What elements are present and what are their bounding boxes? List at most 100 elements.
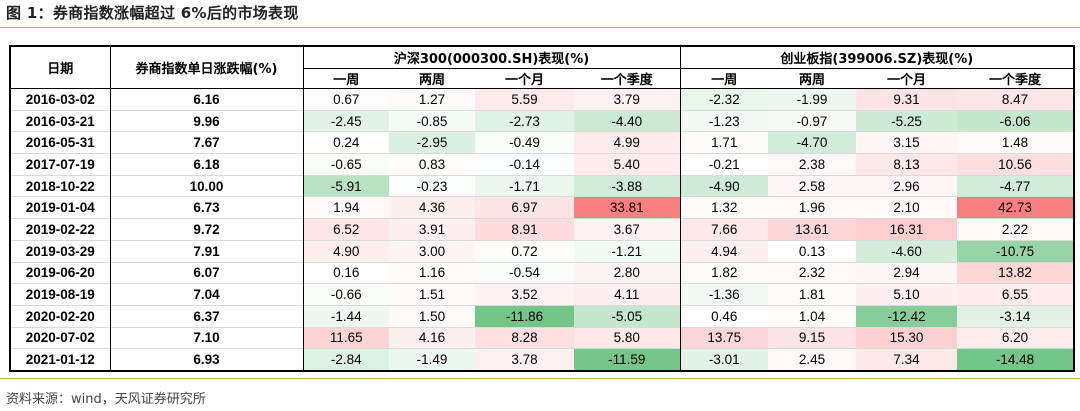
broker-change-cell: 9.72	[110, 218, 304, 241]
hs300-value-cell: -0.49	[475, 131, 574, 154]
hs300-value-cell: 0.72	[475, 240, 574, 262]
hs300-value-cell: 0.83	[389, 153, 475, 176]
hs300-value-cell: 6.52	[302, 218, 389, 241]
cyb-value-cell: 9.31	[856, 88, 958, 111]
cyb-value-cell: 42.73	[957, 196, 1075, 219]
cyb-value-cell: 7.34	[856, 348, 958, 371]
hs300-value-cell: 3.52	[475, 283, 574, 306]
hs300-value-cell: 1.94	[302, 196, 389, 219]
hs300-value-cell: -1.21	[574, 240, 681, 262]
cyb-value-cell: -0.21	[679, 153, 769, 176]
table-row: 2019-02-22 9.72 6.52 3.91 8.91 3.67 7.66 13.61 1…	[10, 218, 1075, 241]
hs300-period-header: 一周	[302, 68, 389, 89]
date-cell: 2019-08-19	[10, 283, 111, 306]
cyb-value-cell: 2.94	[856, 262, 958, 284]
cyb-value-cell: -5.25	[856, 110, 958, 132]
hs300-value-cell: -3.88	[574, 175, 681, 197]
hs300-value-cell: 8.28	[475, 327, 574, 349]
cyb-value-cell: 4.94	[679, 240, 769, 262]
hs300-value-cell: 5.40	[574, 153, 681, 176]
cyb-value-cell: 1.82	[679, 262, 769, 284]
table-row: 2019-03-29 7.91 4.90 3.00 0.72 -1.21 4.94 0.13-…	[10, 240, 1075, 262]
cyb-value-cell: -4.77	[957, 175, 1075, 197]
cyb-value-cell: 1.32	[679, 196, 769, 219]
market-performance-table: 日期 券商指数单日涨跌幅(%) 沪深300(000300.SH)表现(%) 创业…	[9, 45, 1076, 372]
cyb-period-header: 一个季度	[957, 68, 1075, 89]
hs300-value-cell: -0.14	[475, 153, 574, 176]
table-row: 2016-05-31 7.67 0.24 -2.95 -0.49 4.99 1.71 -4.7…	[10, 131, 1075, 154]
hs300-period-header: 一个季度	[574, 68, 681, 89]
cyb-value-cell: -4.70	[768, 131, 857, 154]
cyb-value-cell: 2.22	[957, 218, 1075, 241]
source-note: 资料来源：wind，天风证券研究所	[6, 392, 206, 407]
hs300-value-cell: -0.66	[302, 283, 389, 306]
hs300-value-cell: 4.99	[574, 131, 681, 154]
hs300-value-cell: -5.91	[302, 175, 389, 197]
hs300-value-cell: -11.59	[574, 348, 681, 371]
hs300-value-cell: 3.91	[389, 218, 475, 241]
cyb-value-cell: 2.58	[768, 175, 857, 197]
date-cell: 2019-02-22	[10, 218, 111, 241]
header-broker-change: 券商指数单日涨跌幅(%)	[110, 46, 304, 89]
cyb-value-cell: -14.48	[957, 348, 1075, 371]
date-cell: 2017-07-19	[10, 153, 111, 176]
date-cell: 2020-02-20	[10, 305, 111, 328]
hs300-value-cell: -1.49	[389, 348, 475, 371]
table-row: 2018-10-22 10.00 -5.91 -0.23 -1.71 -3.88 -4.90…	[10, 175, 1075, 197]
hs300-value-cell: -0.54	[475, 262, 574, 284]
hs300-value-cell: 4.90	[302, 240, 389, 262]
hs300-value-cell: -1.71	[475, 175, 574, 197]
date-cell: 2019-06-20	[10, 262, 111, 284]
cyb-value-cell: -3.14	[957, 305, 1075, 328]
cyb-value-cell: -3.01	[679, 348, 769, 371]
date-cell: 2019-03-29	[10, 240, 111, 262]
cyb-value-cell: -10.75	[957, 240, 1075, 262]
cyb-value-cell: -1.23	[679, 110, 769, 132]
broker-change-cell: 7.10	[110, 327, 304, 349]
cyb-value-cell: 5.10	[856, 283, 958, 306]
hs300-value-cell: 3.67	[574, 218, 681, 241]
hs300-value-cell: -2.45	[302, 110, 389, 132]
hs300-value-cell: 1.50	[389, 305, 475, 328]
date-cell: 2018-10-22	[10, 175, 111, 197]
date-cell: 2019-01-04	[10, 196, 111, 219]
broker-change-cell: 6.37	[110, 305, 304, 328]
header-hs300: 沪深300(000300.SH)表现(%)	[302, 46, 681, 69]
hs300-value-cell: 0.24	[302, 131, 389, 154]
date-cell: 2021-01-12	[10, 348, 111, 371]
cyb-value-cell: -1.36	[679, 283, 769, 306]
broker-change-cell: 7.67	[110, 131, 304, 154]
figure-title: 图 1：券商指数涨幅超过 6%后的市场表现	[6, 4, 299, 22]
cyb-value-cell: 8.47	[957, 88, 1075, 111]
table-row: 2020-07-02 7.10 11.65 4.16 8.28 5.80 13.75 9.15…	[10, 327, 1075, 349]
cyb-value-cell: 2.96	[856, 175, 958, 197]
cyb-period-header: 一个月	[856, 68, 958, 89]
cyb-value-cell: -4.90	[679, 175, 769, 197]
date-cell: 2016-03-21	[10, 110, 111, 132]
hs300-value-cell: 1.16	[389, 262, 475, 284]
hs300-value-cell: -0.85	[389, 110, 475, 132]
hs300-value-cell: -2.95	[389, 131, 475, 154]
header-cyb: 创业板指(399006.SZ)表现(%)	[679, 46, 1075, 69]
cyb-value-cell: 13.61	[768, 218, 857, 241]
cyb-value-cell: 3.15	[856, 131, 958, 154]
hs300-value-cell: -0.23	[389, 175, 475, 197]
cyb-value-cell: 1.48	[957, 131, 1075, 154]
date-cell: 2016-05-31	[10, 131, 111, 154]
cyb-value-cell: -6.06	[957, 110, 1075, 132]
hs300-period-header: 一个月	[475, 68, 574, 89]
broker-change-cell: 6.18	[110, 153, 304, 176]
hs300-value-cell: -4.40	[574, 110, 681, 132]
table-row: 2016-03-21 9.96 -2.45 -0.85 -2.73 -4.40 -1.23-…	[10, 110, 1075, 132]
table-row: 2019-01-04 6.73 1.94 4.36 6.97 33.81 1.32 1.96 2…	[10, 196, 1075, 219]
hs300-value-cell: 33.81	[574, 196, 681, 219]
table-row: 2020-02-20 6.37 -1.44 1.50 -11.86 -5.05 0.46 1.…	[10, 305, 1075, 328]
cyb-value-cell: 1.71	[679, 131, 769, 154]
table-row: 2021-01-12 6.93 -2.84 -1.49 3.78 -11.59 -3.01 2…	[10, 348, 1075, 371]
hs300-value-cell: -2.73	[475, 110, 574, 132]
hs300-value-cell: 1.51	[389, 283, 475, 306]
hs300-value-cell: 6.97	[475, 196, 574, 219]
date-cell: 2016-03-02	[10, 88, 111, 111]
hs300-value-cell: 0.67	[302, 88, 389, 111]
title-divider	[0, 27, 1080, 28]
